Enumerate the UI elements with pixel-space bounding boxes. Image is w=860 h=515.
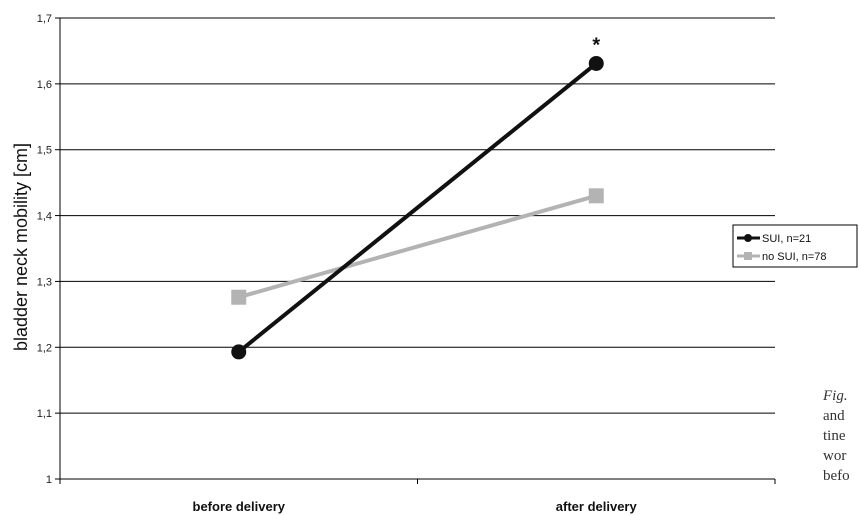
x-category-label: before delivery — [193, 499, 286, 514]
y-tick-label: 1,1 — [37, 408, 52, 420]
caption-fragment: wor — [823, 448, 847, 464]
x-category-labels: before delivery after delivery — [193, 499, 638, 514]
data-point-square — [231, 289, 247, 305]
data-point-square — [588, 188, 604, 204]
legend: SUI, n=21 no SUI, n=78 — [732, 224, 858, 268]
series-line — [237, 61, 598, 354]
y-tick-label: 1 — [46, 474, 52, 486]
y-tick-labels: 1 1,1 1,2 1,3 1,4 1,5 1,6 1,7 — [37, 13, 52, 486]
caption-fragment: befo — [823, 468, 850, 484]
caption-fragment: and — [823, 408, 845, 424]
axes — [59, 18, 776, 484]
caption-fragment: Fig. — [823, 388, 848, 404]
x-category-label: after delivery — [556, 499, 638, 514]
gridlines — [55, 17, 775, 480]
y-tick-label: 1,3 — [37, 276, 52, 288]
y-tick-label: 1,6 — [37, 79, 52, 91]
legend-swatch-marker — [744, 234, 752, 242]
annotations: * — [592, 34, 600, 56]
series-line — [238, 193, 597, 300]
data-point-circle — [231, 344, 247, 360]
y-tick-label: 1,7 — [37, 13, 52, 25]
legend-label: SUI, n=21 — [762, 233, 811, 245]
data-point-circle — [588, 55, 604, 71]
annotation-star: * — [592, 34, 600, 56]
y-tick-label: 1,4 — [37, 211, 52, 223]
series-lines — [231, 55, 604, 360]
y-axis-title: bladder neck mobility [cm] — [11, 143, 31, 351]
legend-label: no SUI, n=78 — [762, 251, 827, 263]
y-tick-label: 1,2 — [37, 342, 52, 354]
y-tick-label: 1,5 — [37, 145, 52, 157]
caption-fragment: tine — [823, 428, 846, 444]
legend-box — [732, 224, 858, 268]
legend-swatch-marker — [744, 252, 752, 260]
